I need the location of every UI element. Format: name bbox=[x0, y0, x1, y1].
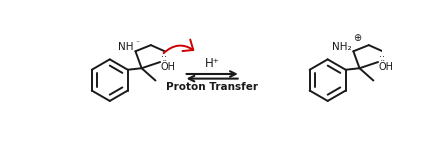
Text: NH: NH bbox=[118, 42, 134, 52]
Text: H⁺: H⁺ bbox=[205, 57, 219, 70]
Text: Proton Transfer: Proton Transfer bbox=[166, 82, 258, 92]
Text: ··
ÖH: ·· ÖH bbox=[379, 52, 394, 72]
Text: ··
ÖH: ·· ÖH bbox=[161, 52, 176, 72]
Text: ⊕: ⊕ bbox=[353, 33, 361, 43]
FancyArrowPatch shape bbox=[164, 40, 193, 53]
Text: NH₂: NH₂ bbox=[332, 42, 352, 52]
Text: ··: ·· bbox=[135, 38, 141, 47]
